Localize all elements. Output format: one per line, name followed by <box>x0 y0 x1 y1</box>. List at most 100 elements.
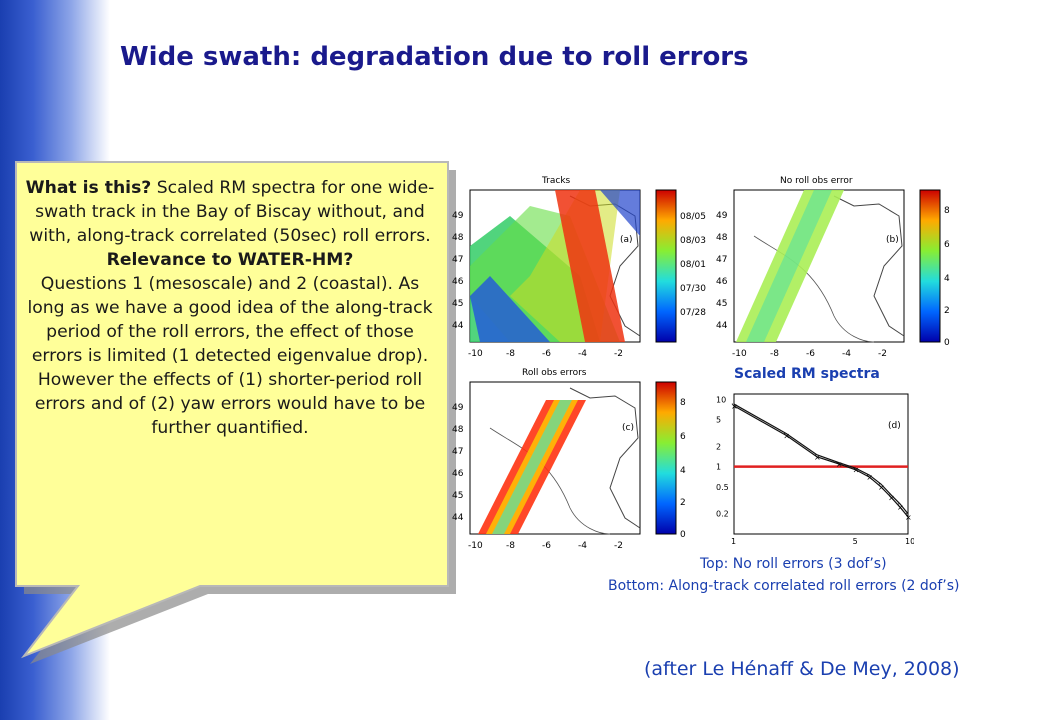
spectra-ytick: 2 <box>716 442 721 451</box>
map-panel-tracks: Tracks (a) 49 48 47 46 45 44 -10 -8 -6 -4 -2 08… <box>450 176 706 366</box>
panel-c-cbar-tick: 0 <box>680 530 686 540</box>
svg-text:47: 47 <box>452 255 463 265</box>
panel-c-cbar-tick: 6 <box>680 432 686 442</box>
spectra-xtick: 1 <box>731 537 736 546</box>
panel-b-cbar-tick: 0 <box>944 338 950 348</box>
callout-answer-2: Questions 1 (mesoscale) and 2 (coastal).… <box>27 274 433 438</box>
panel-a-title: Tracks <box>542 176 571 186</box>
slide-title: Wide swath: degradation due to roll erro… <box>120 42 749 72</box>
svg-text:46: 46 <box>716 277 728 287</box>
svg-text:49: 49 <box>452 211 464 221</box>
spectra-point: × <box>888 493 895 502</box>
svg-text:49: 49 <box>716 211 728 221</box>
svg-text:45: 45 <box>452 299 463 309</box>
svg-text:44: 44 <box>452 513 464 523</box>
svg-text:(c): (c) <box>622 423 634 433</box>
spectra-point: · <box>866 471 869 480</box>
spectra-label: Scaled RM spectra <box>734 366 880 382</box>
spectra-point: × <box>814 453 821 462</box>
spectra-point: × <box>897 503 904 512</box>
callout-question-1: What is this? <box>25 178 152 198</box>
callout-question-2: Relevance to WATER-HM? <box>106 250 354 270</box>
spectra-point: × <box>731 402 738 411</box>
panel-c-cbar-tick: 2 <box>680 498 686 508</box>
svg-text:45: 45 <box>452 491 463 501</box>
svg-text:47: 47 <box>452 447 463 457</box>
panel-b-title: No roll obs error <box>780 176 853 186</box>
panel-b-cbar-tick: 8 <box>944 206 950 216</box>
spectra-point: · <box>888 491 891 500</box>
spectra-point: × <box>878 483 885 492</box>
svg-text:-4: -4 <box>578 349 587 359</box>
spectra-point: × <box>853 466 860 475</box>
panel-c-cbar-tick: 8 <box>680 398 686 408</box>
spectra-ytick: 0.2 <box>716 510 729 519</box>
svg-text:-6: -6 <box>542 541 551 551</box>
spectra-point: × <box>836 460 843 469</box>
panel-a-cbar-tick: 08/01 <box>680 260 706 270</box>
panel-a-cbar-tick: 07/28 <box>680 308 706 318</box>
panel-c-cbar-tick: 4 <box>680 466 686 476</box>
caption-bottom: Bottom: Along-track correlated roll erro… <box>608 578 960 594</box>
spectra-ytick: 10 <box>716 395 726 404</box>
svg-text:-4: -4 <box>578 541 587 551</box>
panel-b-cbar-tick: 4 <box>944 274 950 284</box>
callout-text: What is this? Scaled RM spectra for one … <box>20 176 440 440</box>
panel-c-title: Roll obs errors <box>522 368 587 378</box>
map-panel-no-roll: No roll obs error (b) 49 48 47 46 45 44 -10-… <box>714 176 954 366</box>
spectra-series-line <box>733 403 909 515</box>
svg-text:-4: -4 <box>842 349 851 359</box>
svg-text:48: 48 <box>716 233 728 243</box>
svg-text:-8: -8 <box>506 349 515 359</box>
svg-text:(b): (b) <box>886 235 899 245</box>
panel-b-cbar-tick: 2 <box>944 306 950 316</box>
svg-text:45: 45 <box>716 299 727 309</box>
map-panel-roll-errors: Roll obs errors (c) 49 48 47 46 45 44 -10 -8-… <box>450 368 690 558</box>
spectra-point: · <box>814 451 817 460</box>
svg-text:-8: -8 <box>506 541 515 551</box>
panel-d-tag: (d) <box>888 421 901 431</box>
spectra-ytick: 0.5 <box>716 483 729 492</box>
svg-text:44: 44 <box>452 321 464 331</box>
svg-text:46: 46 <box>452 469 464 479</box>
panel-b-cbar-tick: 6 <box>944 240 950 250</box>
spectra-ytick: 5 <box>716 416 721 425</box>
spectra-point: · <box>853 464 856 473</box>
spectra-ytick: 1 <box>716 463 721 472</box>
panel-a-cbar-tick: 08/05 <box>680 212 706 222</box>
spectra-xtick: 10 <box>905 537 914 546</box>
spectra-point: · <box>836 459 839 468</box>
panel-a-cbar-tick: 08/03 <box>680 236 706 246</box>
spectra-point: × <box>905 513 912 522</box>
spectra-point: · <box>731 400 734 409</box>
spectra-point: × <box>783 432 790 441</box>
svg-text:-6: -6 <box>542 349 551 359</box>
svg-text:-8: -8 <box>770 349 779 359</box>
svg-text:-10: -10 <box>732 349 747 359</box>
svg-text:48: 48 <box>452 233 464 243</box>
callout-answer-1: Scaled RM spectra for one wide-swath tra… <box>29 178 435 246</box>
spectra-point: · <box>783 430 786 439</box>
spectra-point: · <box>878 480 881 489</box>
svg-text:(a): (a) <box>620 235 633 245</box>
spectra-point: · <box>897 500 900 509</box>
svg-text:47: 47 <box>716 255 727 265</box>
spectra-point: · <box>905 510 908 519</box>
svg-text:-6: -6 <box>806 349 815 359</box>
svg-text:-2: -2 <box>614 349 623 359</box>
panel-a-cbar-tick: 07/30 <box>680 284 706 294</box>
svg-text:49: 49 <box>452 403 464 413</box>
spectra-xtick: 5 <box>853 537 858 546</box>
svg-text:48: 48 <box>452 425 464 435</box>
svg-text:-2: -2 <box>878 349 887 359</box>
svg-text:-2: -2 <box>614 541 623 551</box>
caption-top: Top: No roll errors (3 dof’s) <box>700 556 887 572</box>
spectra-point: × <box>866 473 873 482</box>
svg-text:-10: -10 <box>468 541 483 551</box>
svg-text:44: 44 <box>716 321 728 331</box>
spectra-series-line <box>733 405 909 518</box>
citation: (after Le Hénaff & De Mey, 2008) <box>644 658 960 680</box>
svg-text:46: 46 <box>452 277 464 287</box>
